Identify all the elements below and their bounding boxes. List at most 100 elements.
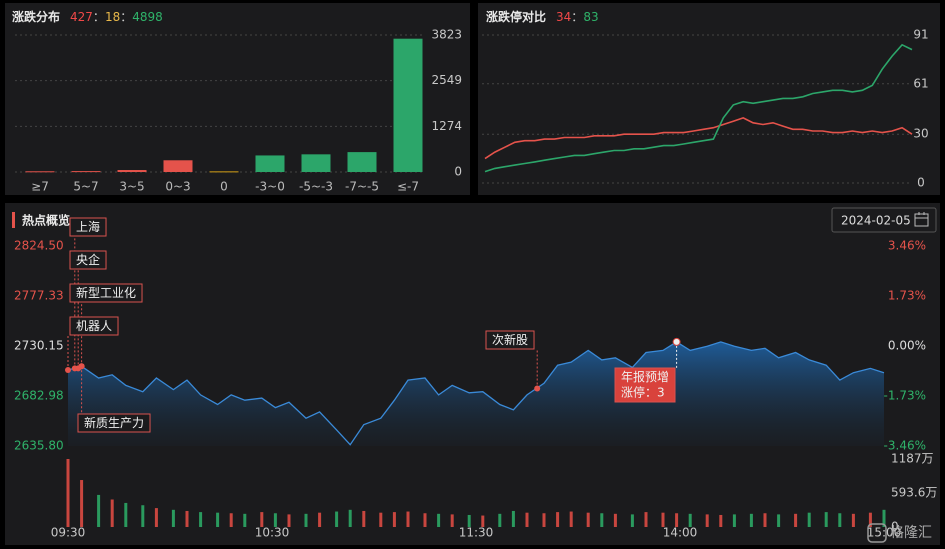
count: 427 <box>70 10 93 24</box>
y-tick-label: 1274 <box>431 119 462 133</box>
separator: ： <box>120 10 132 24</box>
volume-bar <box>304 513 308 527</box>
bar <box>347 152 377 172</box>
bar <box>255 155 285 172</box>
date-picker[interactable]: 2024-02-05 <box>831 207 937 233</box>
volume-bar <box>807 512 811 527</box>
volume-bar <box>66 459 70 527</box>
volume-bar <box>335 511 339 527</box>
annotation-box <box>485 330 535 350</box>
bar <box>393 38 423 172</box>
annotation-label: 机器人 <box>76 319 112 333</box>
x-tick-label: -3~0 <box>255 180 285 194</box>
y2-tick-label: 1.73% <box>888 289 926 303</box>
volume-bar <box>498 513 502 527</box>
annotation: 新型工业化 <box>69 283 143 370</box>
volume-bar <box>243 513 247 527</box>
volume-bar <box>732 514 736 527</box>
y-tick-label: 2682.98 <box>14 388 64 402</box>
price-line <box>67 341 885 446</box>
volume-bar <box>110 499 114 527</box>
volume-bar <box>600 513 604 527</box>
x-tick-label: 10:30 <box>255 526 290 540</box>
logo-text: 格隆汇 <box>890 525 932 541</box>
calendar-icon[interactable] <box>914 213 929 227</box>
x-tick-label: 5~7 <box>73 180 98 194</box>
annotation-box <box>614 367 676 403</box>
series-line <box>484 43 913 173</box>
volume-bar <box>719 514 723 527</box>
x-tick-label: -5~-3 <box>299 180 333 194</box>
panel-title: 热点概览 <box>22 213 70 228</box>
annotation-box <box>69 217 107 237</box>
volume-bar <box>379 512 383 527</box>
bar <box>209 171 239 173</box>
count: 34 <box>556 10 571 24</box>
volume-bar <box>824 512 828 527</box>
volume-bar <box>542 513 546 527</box>
volume-bar <box>273 513 277 527</box>
annotation-point <box>672 337 681 346</box>
y-tick-label: 61 <box>913 76 928 90</box>
volume-bar <box>630 514 634 527</box>
bar <box>25 171 55 173</box>
y-tick-label: 2549 <box>431 73 462 87</box>
y-tick-label: 91 <box>913 28 928 42</box>
volume-bar <box>318 512 322 527</box>
bar <box>71 171 101 173</box>
annotation-point <box>534 385 541 392</box>
volume-bar <box>613 513 617 527</box>
y2-tick-label: 3.46% <box>888 239 926 253</box>
separator: ： <box>571 10 583 24</box>
volume-bar <box>406 511 410 527</box>
volume-bar <box>467 514 471 527</box>
volume-bar <box>287 514 291 527</box>
panel <box>5 3 470 195</box>
volume-bar <box>450 514 454 527</box>
date-text[interactable]: 2024-02-05 <box>841 214 911 228</box>
y2-tick-label: 0.00% <box>888 339 926 353</box>
x-tick-label: 3~5 <box>119 180 144 194</box>
volume-bar <box>229 513 233 527</box>
y2-tick-label: -1.73% <box>884 389 926 403</box>
volume-bar <box>586 512 590 527</box>
bar <box>301 154 331 172</box>
volume-bar <box>124 502 128 527</box>
annotation-box <box>69 250 107 270</box>
x-tick-label: -7~-5 <box>345 180 379 194</box>
volume-bar <box>141 505 145 527</box>
x-tick-label: 09:30 <box>51 526 86 540</box>
volume-bar <box>199 512 203 527</box>
volume-bar <box>749 513 753 527</box>
volume-bar <box>763 513 767 527</box>
y-tick-label: 0 <box>917 176 925 190</box>
volume-bar <box>97 494 101 527</box>
y-tick-label: 0 <box>454 165 462 179</box>
x-tick-label: ≤-7 <box>397 180 419 194</box>
annotation-label: 上海 <box>76 219 100 234</box>
y-tick-label: 30 <box>913 127 928 141</box>
annotation-label: 新质生产力 <box>84 415 144 430</box>
volume-bar <box>481 515 485 527</box>
volume-bar <box>260 512 264 527</box>
date-box[interactable] <box>831 207 937 233</box>
annotation-label: 新型工业化 <box>76 285 136 300</box>
y-tick-label: 2824.50 <box>14 239 64 253</box>
panel <box>478 3 940 195</box>
volume-bar <box>185 510 189 527</box>
volume-tick-label: 593.6万 <box>891 485 937 499</box>
volume-bar <box>661 512 665 527</box>
x-tick-label: 15:00 <box>867 526 902 540</box>
volume-bar <box>868 512 872 527</box>
count: 4898 <box>132 10 163 24</box>
annotation-box <box>69 283 143 303</box>
count: 18 <box>105 10 120 24</box>
volume-tick-label: 0 <box>891 520 899 534</box>
x-tick-label: 11:30 <box>459 526 494 540</box>
annotation-point <box>78 363 85 370</box>
volume-bar <box>392 512 396 527</box>
y2-tick-label: -3.46% <box>884 439 926 453</box>
volume-bar <box>362 510 366 527</box>
volume-bar <box>556 512 560 527</box>
